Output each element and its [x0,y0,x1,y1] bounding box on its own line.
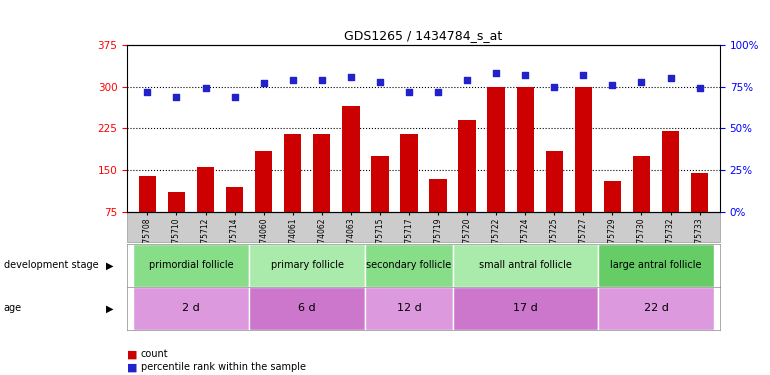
Text: secondary follicle: secondary follicle [367,260,451,270]
Text: age: age [4,303,22,313]
Point [606,82,618,88]
Bar [226,187,243,212]
Point [345,74,357,80]
Point [199,86,212,92]
Point [635,79,648,85]
Text: percentile rank within the sample: percentile rank within the sample [141,363,306,372]
Bar [133,287,249,330]
Bar [574,87,592,212]
Bar [249,287,366,330]
Bar [487,87,505,212]
Point [461,77,474,83]
Point [141,89,153,95]
Text: 12 d: 12 d [397,303,421,313]
Bar [604,181,621,212]
Bar [453,244,598,287]
Text: 22 d: 22 d [644,303,668,313]
Bar [255,151,273,212]
Bar [400,134,417,212]
Bar [633,156,650,212]
Bar [453,287,598,330]
Bar [546,151,563,212]
Text: ▶: ▶ [106,303,114,313]
Bar [284,134,301,212]
Point [665,75,677,81]
Bar [342,106,360,212]
Point [694,86,706,92]
Point [578,72,590,78]
Point [170,94,182,100]
Point [257,80,270,86]
Point [432,89,444,95]
Bar [366,244,453,287]
Title: GDS1265 / 1434784_s_at: GDS1265 / 1434784_s_at [344,30,503,42]
Point [519,72,531,78]
Point [403,89,415,95]
Bar [598,244,714,287]
Point [373,79,386,85]
Bar [662,131,679,212]
Point [229,94,241,100]
Text: development stage: development stage [4,260,99,270]
Point [316,77,328,83]
Bar [249,244,366,287]
Text: ▶: ▶ [106,260,114,270]
Point [490,70,502,76]
Text: 6 d: 6 d [299,303,316,313]
Text: ■: ■ [127,363,141,372]
Bar [168,192,185,212]
Bar [313,134,330,212]
Text: large antral follicle: large antral follicle [611,260,701,270]
Text: small antral follicle: small antral follicle [479,260,571,270]
Bar [430,178,447,212]
Bar [139,176,156,212]
Bar [366,287,453,330]
Text: primordial follicle: primordial follicle [149,260,233,270]
Bar [197,167,214,212]
Text: primary follicle: primary follicle [271,260,343,270]
Bar [458,120,476,212]
Point [548,84,561,90]
Point [286,77,299,83]
Bar [517,87,534,212]
Text: 17 d: 17 d [513,303,537,313]
Bar [371,156,389,212]
Text: ■: ■ [127,350,141,359]
Text: 2 d: 2 d [182,303,200,313]
Bar [598,287,714,330]
Text: count: count [141,350,169,359]
Bar [133,244,249,287]
Bar [691,173,708,212]
